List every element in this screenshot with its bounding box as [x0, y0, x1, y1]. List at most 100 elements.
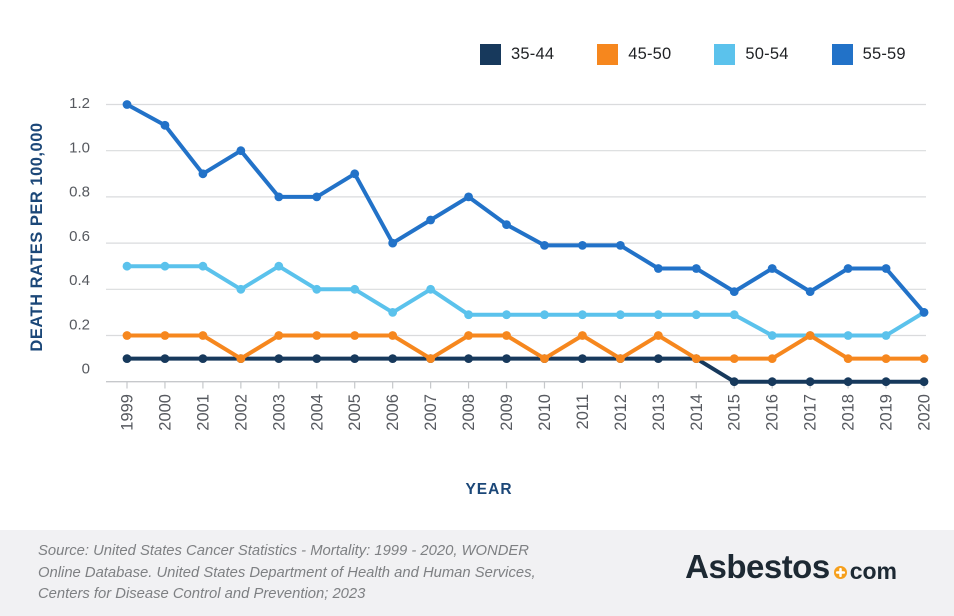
- legend-item-45-50: 45-50: [597, 44, 671, 65]
- source-line: Source: United States Cancer Statistics …: [38, 543, 529, 559]
- x-tick-label: 2020: [916, 394, 934, 431]
- data-point-35-44-2013: [653, 354, 663, 363]
- legend-swatch-35-44: [480, 44, 501, 65]
- legend-item-50-54: 50-54: [714, 44, 788, 65]
- x-tick-label: 2011: [574, 394, 592, 429]
- y-tick-label: 0.2: [69, 316, 90, 333]
- legend-swatch-50-54: [714, 44, 736, 65]
- data-point-50-54-2013: [653, 310, 663, 320]
- data-point-35-44-2020: [919, 377, 929, 387]
- data-point-50-54-2012: [615, 310, 625, 320]
- data-point-55-59-2014: [691, 264, 701, 273]
- data-point-50-54-2016: [767, 331, 777, 340]
- data-point-50-54-2009: [502, 310, 511, 320]
- data-point-35-44-1999: [122, 354, 132, 363]
- source-line: Online Database. United States Departmen…: [38, 564, 536, 581]
- data-point-50-54-2014: [691, 310, 701, 320]
- data-point-35-44-2005: [350, 354, 360, 363]
- data-point-45-50-2013: [653, 331, 663, 340]
- data-point-45-50-2003: [274, 331, 284, 340]
- x-tick-label: 2004: [308, 394, 326, 431]
- data-point-45-50-2002: [236, 354, 246, 363]
- data-point-45-50-2010: [540, 354, 549, 363]
- series-line-35-44: [125, 356, 926, 384]
- x-tick-label: 2012: [612, 394, 630, 431]
- y-axis-title: DEATH RATES PER 100,000: [28, 122, 46, 352]
- data-point-55-59-2011: [578, 241, 587, 250]
- y-tick-label: 0.4: [69, 272, 90, 289]
- data-point-55-59-2008: [464, 192, 473, 202]
- x-tick-label: 2003: [270, 394, 288, 431]
- series-line-50-54: [125, 264, 926, 338]
- source-line: Centers for Disease Control and Preventi…: [38, 586, 366, 602]
- footer: Source: United States Cancer Statistics …: [0, 530, 954, 616]
- series-line-55-59: [125, 102, 926, 315]
- x-tick-label: 2005: [346, 394, 364, 431]
- data-point-45-50-2007: [426, 354, 436, 363]
- data-point-55-59-2002: [236, 146, 246, 156]
- data-point-45-50-2001: [198, 331, 208, 340]
- x-tick-label: 2000: [156, 394, 174, 431]
- data-point-55-59-2009: [502, 220, 511, 230]
- x-tick-label: 2015: [726, 394, 744, 431]
- legend-label: 35-44: [511, 45, 555, 63]
- data-point-50-54-2007: [426, 284, 436, 294]
- data-point-50-54-2002: [236, 284, 246, 294]
- x-tick-label: 2013: [650, 394, 668, 431]
- x-tick-label: 2017: [802, 394, 820, 431]
- legend: 35-44 45-50 50-54 55-59: [480, 44, 906, 65]
- data-point-55-59-2004: [312, 192, 322, 202]
- legend-item-35-44: 35-44: [480, 44, 554, 65]
- data-point-55-59-2001: [198, 169, 208, 179]
- y-tick-label: 0.8: [69, 184, 90, 201]
- data-point-45-50-2016: [767, 354, 777, 363]
- y-tick-label: 0.6: [69, 228, 90, 245]
- asbestos-logo: Asbestos com: [685, 548, 897, 585]
- data-point-45-50-2017: [805, 331, 815, 340]
- logo-tld: com: [849, 557, 897, 584]
- data-point-50-54-2001: [198, 261, 208, 271]
- death-rates-line-chart: 0 0.2 0.4 0.6 0.8 1.0 1.2 1999 2000 2001 2002 2003 2…: [69, 95, 934, 431]
- data-point-35-44-2017: [805, 377, 815, 387]
- data-point-45-50-2011: [578, 331, 587, 340]
- data-point-45-50-2014: [691, 354, 701, 363]
- data-point-35-44-2018: [843, 377, 853, 387]
- legend-label: 50-54: [745, 45, 789, 63]
- data-point-35-44-2006: [388, 354, 398, 363]
- legend-label: 55-59: [862, 45, 906, 63]
- data-point-50-54-2019: [881, 331, 891, 340]
- x-tick-label: 2010: [536, 394, 554, 431]
- y-tick-label: 1.0: [69, 139, 90, 156]
- data-point-50-54-2000: [160, 261, 170, 271]
- data-point-55-59-2019: [881, 264, 891, 273]
- data-point-35-44-2009: [502, 354, 511, 363]
- legend-label: 45-50: [628, 45, 672, 63]
- data-point-35-44-2000: [160, 354, 170, 363]
- x-axis-title: YEAR: [465, 481, 513, 498]
- data-point-45-50-2006: [388, 331, 398, 340]
- data-point-55-59-2015: [729, 287, 739, 297]
- data-point-50-54-2018: [843, 331, 853, 340]
- data-point-50-54-2015: [729, 310, 739, 320]
- x-tick-label: 2014: [688, 394, 706, 431]
- x-tick-label: 2001: [194, 394, 212, 431]
- data-point-35-44-2001: [198, 354, 208, 363]
- data-point-35-44-2003: [274, 354, 284, 363]
- x-tick-label: 2006: [384, 394, 402, 431]
- logo-wordmark: Asbestos: [685, 548, 830, 585]
- data-point-35-44-2004: [312, 354, 322, 363]
- data-point-50-54-2006: [388, 308, 398, 317]
- data-point-50-54-2010: [540, 310, 549, 320]
- data-point-55-59-2010: [540, 241, 549, 250]
- data-point-45-50-1999: [122, 331, 132, 340]
- plus-badge-icon: [833, 566, 847, 580]
- y-tick-label: 0: [82, 361, 90, 378]
- data-point-45-50-2004: [312, 331, 322, 340]
- data-point-55-59-2018: [843, 264, 853, 273]
- data-point-35-44-2011: [578, 354, 587, 363]
- x-tick-label: 2018: [840, 394, 858, 431]
- data-point-45-50-2008: [464, 331, 473, 340]
- legend-item-55-59: 55-59: [831, 44, 906, 65]
- series-line-45-50: [125, 333, 926, 361]
